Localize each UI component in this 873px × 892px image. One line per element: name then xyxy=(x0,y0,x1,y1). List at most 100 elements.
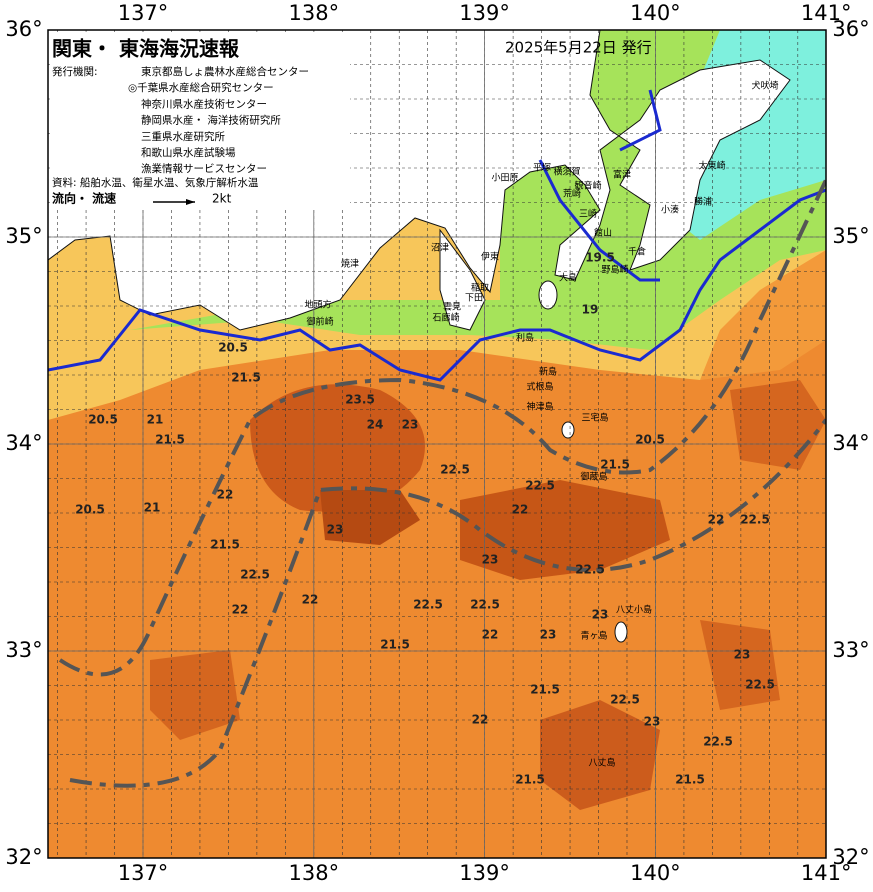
contour-label: 20.5 xyxy=(88,413,118,427)
place-name: 雲見 xyxy=(443,302,461,313)
contour-label: 22.5 xyxy=(440,463,470,477)
front-line xyxy=(69,418,826,788)
place-name: 石廊崎 xyxy=(432,312,459,324)
contour-label: 20.5 xyxy=(635,433,665,447)
source: 資料: 船舶水温、衛星水温、気象庁解析水温 xyxy=(52,176,259,189)
contour-label: 22 xyxy=(302,593,319,607)
contour-label: 23 xyxy=(644,715,661,729)
contour-label: 21 xyxy=(144,501,161,515)
contour-label: 22 xyxy=(472,713,489,727)
lat-label: 32° xyxy=(5,845,42,869)
place-name: 小湊 xyxy=(661,204,679,216)
contour-label: 22.5 xyxy=(745,678,775,692)
place-name: 利島 xyxy=(516,332,534,344)
contour-label: 22.5 xyxy=(240,568,270,582)
contour-label: 22 xyxy=(708,513,725,527)
contour-label: 23.5 xyxy=(345,393,375,407)
contour-label: 23 xyxy=(402,418,419,432)
place-name: 八丈島 xyxy=(588,757,615,769)
lat-label: 33° xyxy=(832,638,869,662)
agency: 神奈川県水産技術センター xyxy=(141,97,267,110)
place-name: 地頭方 xyxy=(304,299,331,311)
contour-label: 22 xyxy=(232,603,249,617)
place-name: 伊東 xyxy=(481,251,499,263)
lat-label: 32° xyxy=(832,845,869,869)
lon-label: 141° xyxy=(801,861,852,885)
agency-list: 東京都島しょ農林水産総合センター ◎千葉県水産総合研究センター神奈川県水産技術セン… xyxy=(128,65,309,175)
agency: ◎千葉県水産総合研究センター xyxy=(128,81,274,94)
map-title: 関東・ 東海海況速報 xyxy=(52,37,240,61)
place-name: 太東崎 xyxy=(698,160,725,172)
contour-label: 23 xyxy=(592,608,609,622)
contour-label: 22.5 xyxy=(575,563,605,577)
lat-label: 33° xyxy=(5,638,42,662)
agency: 静岡県水産・ 海洋技術研究所 xyxy=(141,114,281,127)
place-name: 青ヶ島 xyxy=(580,630,607,642)
place-name: 神津島 xyxy=(526,401,553,413)
contour-label: 23 xyxy=(540,628,557,642)
flow-arrowhead xyxy=(186,199,195,205)
lat-label: 34° xyxy=(5,431,42,455)
contour-label: 19 xyxy=(582,303,599,317)
lon-label: 140° xyxy=(630,1,681,25)
contour-label: 24 xyxy=(367,418,384,432)
contour-label: 20.5 xyxy=(218,341,248,355)
island xyxy=(561,421,575,439)
warm-core xyxy=(460,480,670,580)
lon-label: 138° xyxy=(289,861,340,885)
place-name: 御蔵島 xyxy=(580,471,607,483)
place-name: 犬吠埼 xyxy=(751,80,778,92)
place-name: 大島 xyxy=(559,272,577,284)
contour-label: 21.5 xyxy=(600,458,630,472)
lon-label: 141° xyxy=(801,1,852,25)
agency-label: 発行機関: xyxy=(52,65,98,78)
lat-label: 34° xyxy=(832,431,869,455)
contour-label: 22.5 xyxy=(740,513,770,527)
legend-box xyxy=(50,32,350,210)
place-name: 焼津 xyxy=(341,259,359,270)
place-name: 三崎 xyxy=(579,208,597,220)
contour-label: 21 xyxy=(147,413,164,427)
place-name: 小田原 xyxy=(491,173,518,184)
warm-core xyxy=(700,620,780,710)
lon-label: 137° xyxy=(118,861,169,885)
issue-date: 2025年5月22日 発行 xyxy=(505,39,652,57)
contour-label: 21.5 xyxy=(155,433,185,447)
contour-label: 22.5 xyxy=(610,693,640,707)
flow-scale: 2kt xyxy=(212,192,232,206)
contour-label: 20.5 xyxy=(75,503,105,517)
lat-label: 36° xyxy=(832,17,869,41)
agency: 三重県水産研究所 xyxy=(141,130,225,143)
place-name: 式根島 xyxy=(526,381,553,393)
contour-label: 21.5 xyxy=(210,538,240,552)
island xyxy=(538,280,558,310)
contour-label: 22 xyxy=(482,628,499,642)
izu-peninsula xyxy=(439,228,486,331)
warm-core xyxy=(320,490,420,545)
front-line xyxy=(58,179,826,677)
place-name: 富津 xyxy=(613,169,631,181)
contour-label: 19.5 xyxy=(585,251,615,265)
lat-label: 35° xyxy=(5,224,42,248)
place-name: 観音崎 xyxy=(574,180,601,192)
lat-label: 36° xyxy=(5,17,42,41)
flow-label: 流向・ 流速 xyxy=(52,191,116,206)
contour-label: 22.5 xyxy=(703,735,733,749)
grid xyxy=(48,30,826,858)
place-name: 平塚 xyxy=(533,163,551,174)
contour-label: 22.5 xyxy=(525,479,555,493)
current-line xyxy=(538,89,662,282)
lon-label: 139° xyxy=(459,861,510,885)
place-name: 三宅島 xyxy=(581,412,608,424)
lon-label: 140° xyxy=(630,861,681,885)
island xyxy=(614,621,628,643)
contour-label: 21.5 xyxy=(515,773,545,787)
place-name: 稲取 xyxy=(471,282,489,294)
warm-core xyxy=(150,650,240,740)
lon-label: 138° xyxy=(289,1,340,25)
place-name: 八丈小島 xyxy=(616,604,652,616)
place-name: 御前崎 xyxy=(306,316,333,328)
kuroshio-axis xyxy=(48,188,826,382)
frame xyxy=(47,29,827,859)
place-name: 野島崎 xyxy=(601,264,628,276)
